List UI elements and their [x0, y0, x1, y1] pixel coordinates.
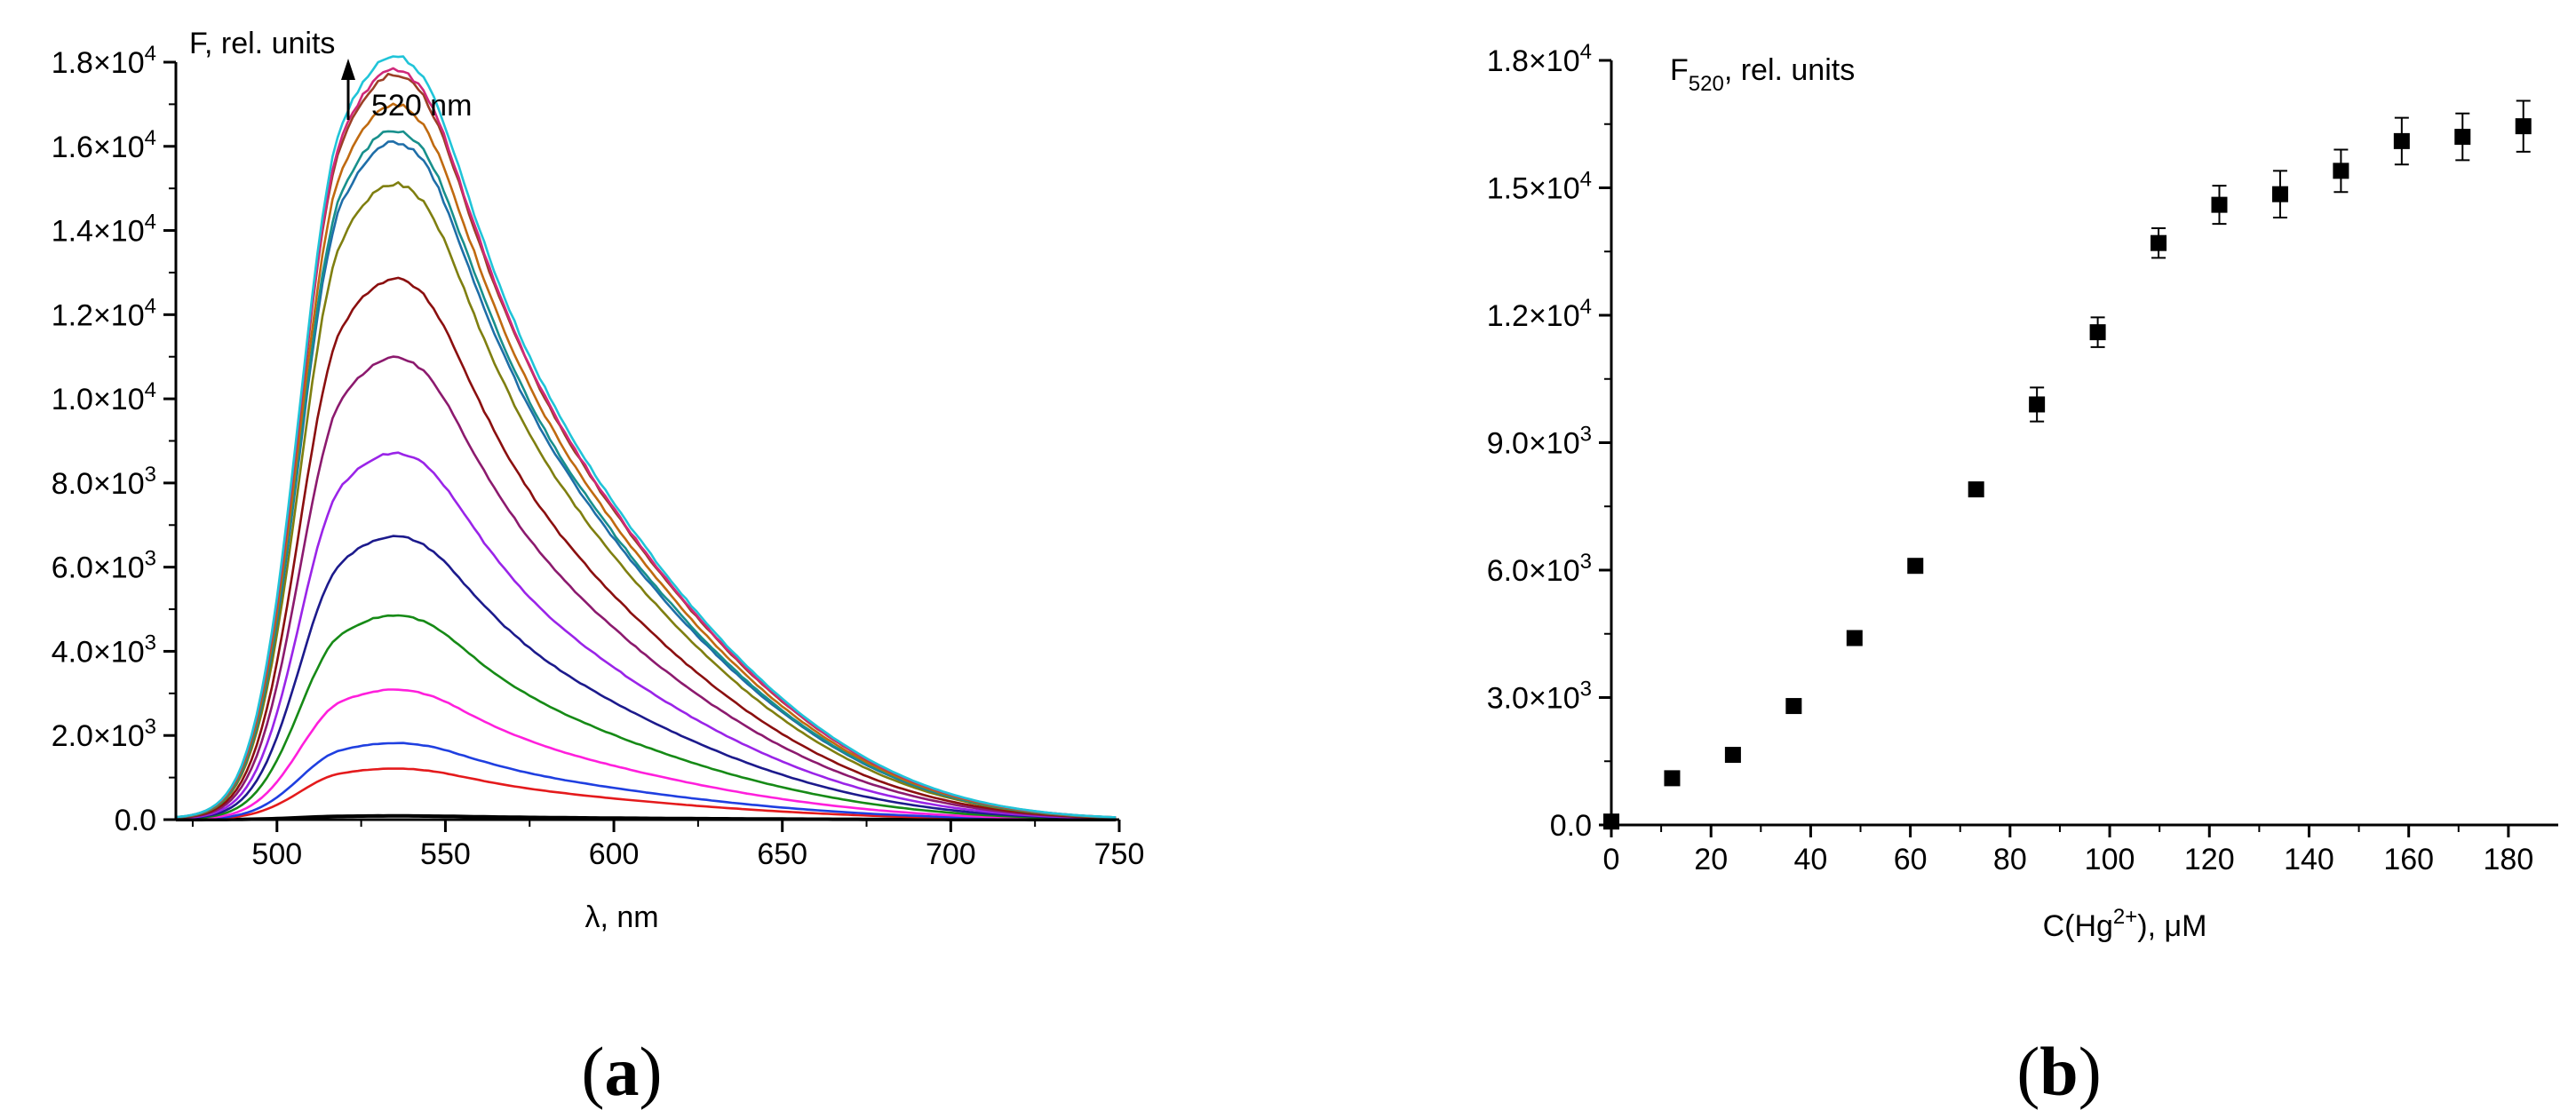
x-tick-label-b: 140 — [2284, 843, 2334, 876]
panel-label-a: (a) — [582, 1033, 663, 1110]
data-point — [2393, 132, 2410, 149]
panel-label-b: (b) — [2016, 1033, 2101, 1110]
y-tick-label-a: 1.8×104 — [52, 42, 156, 80]
data-point — [1968, 481, 1984, 498]
y-tick-label-b: 1.5×104 — [1487, 168, 1592, 206]
y-tick-label-b: 6.0×103 — [1487, 550, 1592, 588]
x-tick-label-b: 100 — [2085, 843, 2135, 876]
y-tick-label-a: 2.0×103 — [52, 715, 156, 753]
data-point — [2454, 129, 2471, 146]
y-axis-title-b-sub: 520 — [1689, 72, 1724, 96]
data-point — [1846, 630, 1863, 646]
y-tick-label-b: 1.2×104 — [1487, 295, 1592, 333]
y-tick-label-a: 0.0 — [115, 804, 156, 837]
x-axis-title-b: C(Hg2+), μM — [2043, 905, 2207, 943]
axes-b — [1599, 59, 2558, 837]
spectrum-line — [175, 55, 1117, 819]
x-tick-label-b: 20 — [1694, 843, 1728, 876]
x-tick-label-a: 700 — [926, 837, 976, 871]
y-tick-label-a: 4.0×103 — [52, 630, 156, 669]
y-tick-label-b: 9.0×103 — [1487, 423, 1592, 461]
data-point — [1724, 747, 1741, 764]
chart-panel-b: 0.0 3.0×103 6.0×103 9.0×103 1.2×104 1.5×104 1.… — [1487, 40, 2558, 943]
y-tick-label-b: 3.0×103 — [1487, 678, 1592, 716]
y-axis-title-b-main: F — [1670, 53, 1689, 87]
spectrum-line — [175, 355, 1117, 820]
spectrum-line — [175, 614, 1117, 821]
y-axis-title-a: F, rel. units — [189, 27, 335, 60]
y-tick-label-b: 0.0 — [1550, 809, 1592, 843]
y-tick-label-a: 1.4×104 — [52, 210, 156, 249]
x-tick-label-a: 650 — [757, 837, 807, 871]
x-tick-label-a: 750 — [1094, 837, 1145, 871]
data-point — [2089, 324, 2106, 341]
x-tick-labels-a: 500 550 600 650 700 750 — [251, 837, 1144, 871]
data-point — [1664, 770, 1681, 787]
y-tick-label-a: 8.0×103 — [52, 463, 156, 501]
x-tick-label-b: 180 — [2484, 843, 2534, 876]
spectrum-line — [175, 102, 1117, 819]
axes-a — [163, 60, 1121, 832]
spectrum-line — [175, 451, 1117, 821]
y-tick-label-a: 1.6×104 — [52, 126, 156, 164]
spectrum-line — [175, 688, 1117, 821]
spectrum-line — [175, 130, 1117, 819]
data-point — [2333, 163, 2349, 179]
y-tick-label-a: 1.2×104 — [52, 294, 156, 332]
data-point — [2271, 186, 2288, 202]
x-tick-label-b: 80 — [1993, 843, 2027, 876]
peak-arrow — [341, 59, 355, 120]
x-axis-title-a: λ, nm — [584, 900, 658, 934]
spectrum-lines — [175, 55, 1117, 821]
y-tick-labels-b: 0.0 3.0×103 6.0×103 9.0×103 1.2×104 1.5×104 1.… — [1487, 40, 1592, 843]
spectrum-line — [176, 741, 1117, 821]
y-tick-labels-a: 0.0 2.0×103 4.0×103 6.0×103 8.0×103 1.0×104 1.… — [52, 42, 156, 837]
x-axis-title-b-sup: 2+ — [2113, 905, 2137, 929]
data-points — [1603, 118, 2532, 830]
x-tick-label-a: 550 — [420, 837, 471, 871]
spectrum-line — [175, 67, 1117, 819]
error-bars — [2030, 99, 2531, 423]
data-point — [2029, 396, 2046, 413]
x-tick-label-b: 40 — [1794, 843, 1828, 876]
y-axis-title-b-rest: , rel. units — [1724, 53, 1855, 87]
data-point — [2211, 196, 2228, 213]
x-tick-label-a: 500 — [251, 837, 302, 871]
spectrum-line — [175, 535, 1117, 821]
x-axis-title-b-pre: C(Hg — [2043, 909, 2113, 943]
x-axis-title-b-post: ), μM — [2137, 909, 2206, 943]
x-tick-labels-b: 0 20 40 60 80 100 120 140 160 180 — [1603, 843, 2534, 876]
x-tick-label-b: 120 — [2184, 843, 2235, 876]
x-tick-label-b: 60 — [1894, 843, 1928, 876]
peak-annotation: 520 nm — [371, 89, 472, 123]
x-tick-label-b: 0 — [1603, 843, 1620, 876]
y-tick-label-b: 1.8×104 — [1487, 40, 1592, 78]
x-tick-label-a: 600 — [589, 837, 640, 871]
data-point — [2151, 234, 2167, 251]
y-tick-label-a: 1.0×104 — [52, 378, 156, 416]
data-point — [1785, 698, 1802, 715]
y-axis-title-b: F520, rel. units — [1670, 53, 1855, 96]
spectrum-line — [175, 181, 1117, 820]
data-point — [1907, 558, 1924, 575]
x-tick-label-b: 160 — [2383, 843, 2434, 876]
spectrum-line — [175, 72, 1117, 819]
y-tick-label-a: 6.0×103 — [52, 547, 156, 585]
chart-panel-a: 0.0 2.0×103 4.0×103 6.0×103 8.0×103 1.0×104 1.… — [52, 27, 1145, 934]
spectrum-line — [175, 276, 1117, 820]
data-point — [2515, 118, 2532, 135]
